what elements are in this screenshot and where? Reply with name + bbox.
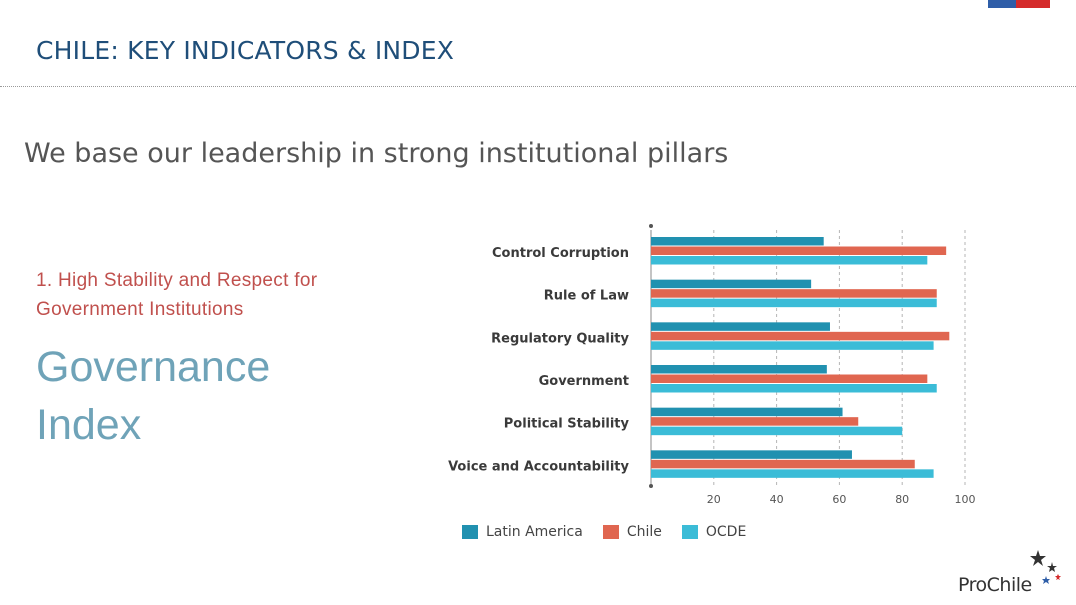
category-label: Regulatory Quality <box>491 331 629 346</box>
bar-ocde <box>651 298 937 308</box>
legend-label-chile: Chile <box>626 524 662 540</box>
bar-chile <box>651 246 947 255</box>
bar-ocde <box>651 256 928 265</box>
flag-red-stripe <box>1016 0 1050 8</box>
x-tick-label: 100 <box>955 493 976 506</box>
legend-label-latin-america: Latin America <box>486 524 583 540</box>
bar-latin-america <box>651 365 827 374</box>
axis-dot-top <box>649 224 653 228</box>
stars-icon <box>1030 550 1061 584</box>
bar-ocde <box>651 469 934 478</box>
bar-chile <box>651 417 859 426</box>
x-tick-label: 60 <box>832 493 846 506</box>
title-divider <box>0 86 1076 87</box>
stability-point: 1. High Stability and Respect for Govern… <box>36 270 318 320</box>
legend-swatch-ocde <box>681 525 698 539</box>
prochile-logo: ProChile <box>958 548 1068 598</box>
x-tick-label: 40 <box>770 493 784 506</box>
category-label: Voice and Accountability <box>448 459 629 474</box>
chart-legend: Latin America Chile OCDE <box>462 524 746 540</box>
governance-index-label: Governance Index <box>36 343 271 449</box>
legend-swatch-latin-america <box>462 525 478 539</box>
legend-label-ocde: OCDE <box>705 524 747 540</box>
bar-chile <box>651 289 937 298</box>
category-label: Control Corruption <box>492 246 629 261</box>
bar-latin-america <box>651 450 852 459</box>
legend-item-ocde: OCDE <box>681 524 747 540</box>
bar-chile <box>651 374 928 383</box>
bar-latin-america <box>651 279 812 289</box>
bar-chile <box>651 459 915 469</box>
bar-ocde <box>651 384 937 393</box>
bar-latin-america <box>651 237 824 246</box>
slide-subtitle: We base our leadership in strong institu… <box>24 138 729 169</box>
axis-dot-bottom <box>649 484 653 488</box>
x-tick-label: 20 <box>707 493 721 506</box>
category-label: Political Stability <box>504 417 630 432</box>
legend-item-chile: Chile <box>602 524 662 540</box>
bar-latin-america <box>651 322 830 331</box>
bar-ocde <box>651 341 934 350</box>
bar-ocde <box>651 426 903 436</box>
flag-blue-stripe <box>988 0 1016 8</box>
category-label: Government <box>539 374 629 389</box>
slide-title: CHILE: KEY INDICATORS & INDEX <box>36 36 455 65</box>
bar-chile <box>651 331 950 341</box>
bar-latin-america <box>651 407 843 417</box>
legend-swatch-chile <box>602 525 619 539</box>
legend-item-latin-america: Latin America <box>462 524 583 540</box>
logo-text: ProChile <box>958 574 1032 596</box>
x-tick-label: 80 <box>895 493 909 506</box>
category-label: Rule of Law <box>544 289 629 304</box>
